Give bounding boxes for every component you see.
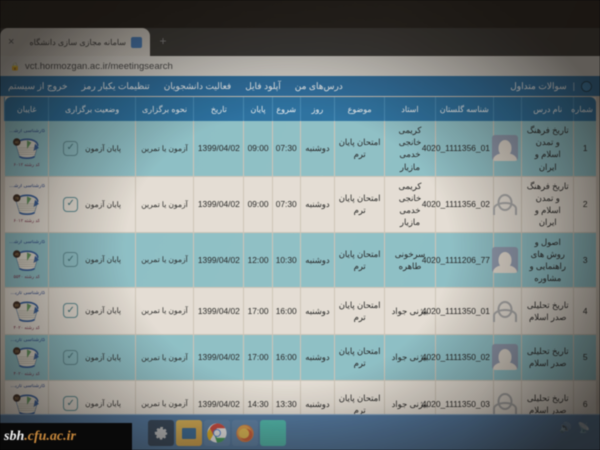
svg-text:52: 52	[14, 396, 18, 400]
svg-text:60: 60	[14, 303, 18, 307]
svg-text:33: 33	[14, 350, 18, 354]
svg-text:45: 45	[14, 252, 18, 256]
svg-text:78: 78	[14, 197, 18, 201]
svg-text:40: 40	[14, 141, 18, 145]
